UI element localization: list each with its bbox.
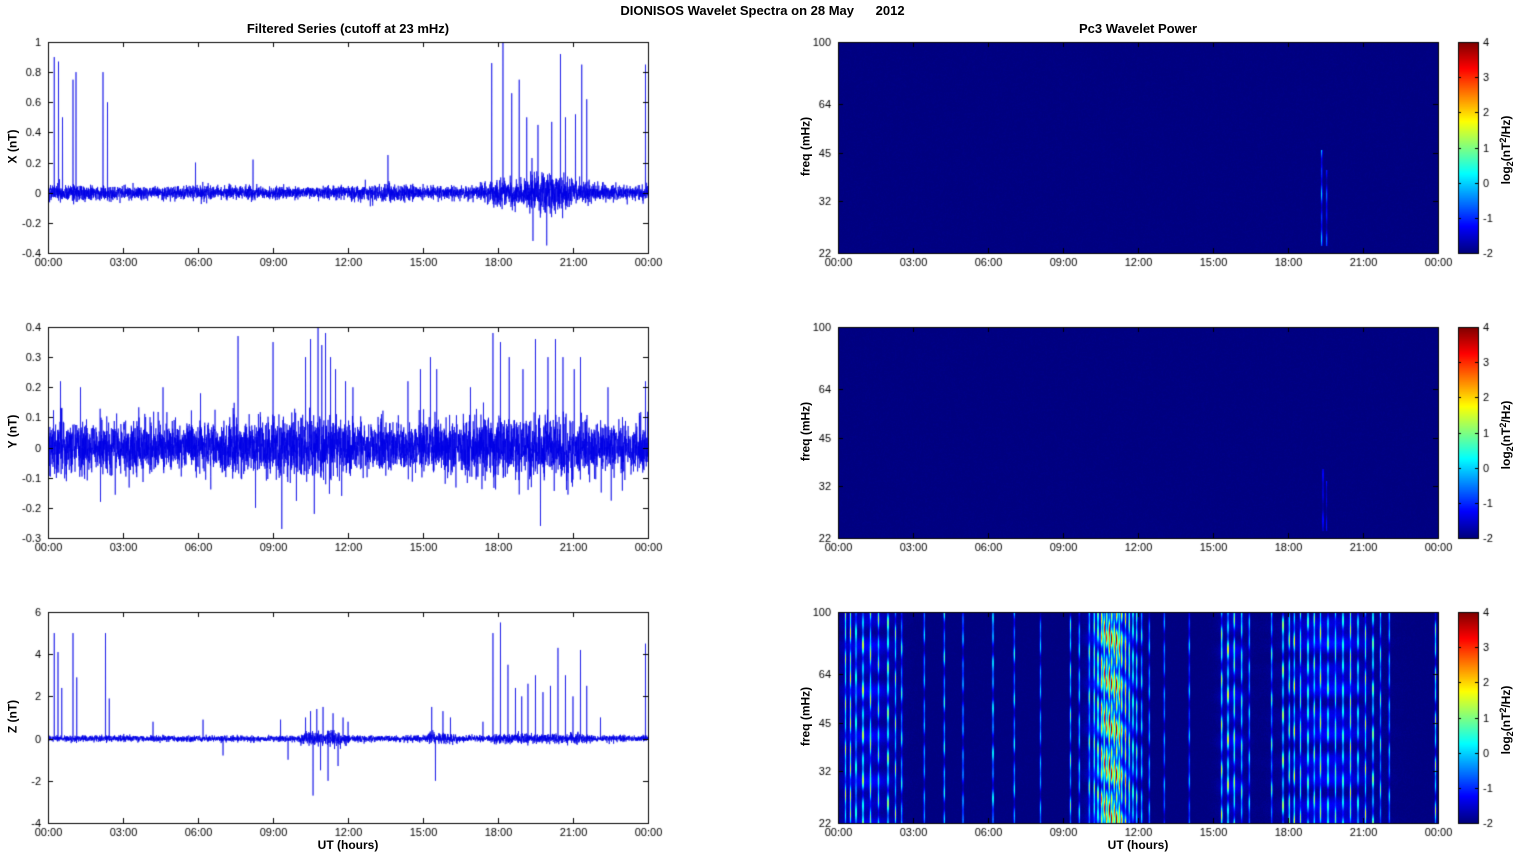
colorbar-label-part: /Hz)	[1499, 115, 1513, 138]
colorbar-label-part: /Hz)	[1499, 400, 1513, 423]
right-column-title: Pc3 Wavelet Power	[1078, 21, 1197, 36]
colorbar-label-sub: 2	[1505, 161, 1515, 167]
colorbar-label-top: log2(nT2/Hz)	[1496, 80, 1518, 220]
xlabel-left: UT (hours)	[317, 838, 379, 852]
colorbar-label-part: (nT	[1499, 427, 1513, 447]
colorbar-label-sub: 2	[1505, 731, 1515, 737]
ylabel-y: Y (nT)	[5, 414, 20, 449]
colorbar-label-part: (nT	[1499, 142, 1513, 162]
ylabel-freq-middle: freq (mHz)	[798, 401, 813, 462]
xlabel-right: UT (hours)	[1107, 838, 1169, 852]
colorbar-label-bottom: log2(nT2/Hz)	[1496, 650, 1518, 790]
colorbar-label-sup: 2	[1498, 422, 1508, 428]
colorbar-label-part: /Hz)	[1499, 685, 1513, 708]
ylabel-z: Z (nT)	[5, 699, 20, 734]
colorbar-label-middle: log2(nT2/Hz)	[1496, 365, 1518, 505]
ylabel-freq-top: freq (mHz)	[798, 116, 813, 177]
ylabel-x: X (nT)	[5, 129, 20, 164]
colorbar-label-sub: 2	[1505, 446, 1515, 452]
colorbar-label-part: log	[1499, 451, 1513, 470]
left-column-title: Filtered Series (cutoff at 23 mHz)	[246, 21, 450, 36]
colorbar-label-part: (nT	[1499, 712, 1513, 732]
figure-title: DIONISOS Wavelet Spectra on 28 May 2012	[620, 3, 905, 18]
colorbar-label-part: log	[1499, 736, 1513, 755]
colorbar-label-sup: 2	[1498, 137, 1508, 143]
colorbar-label-sup: 2	[1498, 707, 1508, 713]
ylabel-freq-bottom: freq (mHz)	[798, 686, 813, 747]
colorbar-label-part: log	[1499, 166, 1513, 185]
